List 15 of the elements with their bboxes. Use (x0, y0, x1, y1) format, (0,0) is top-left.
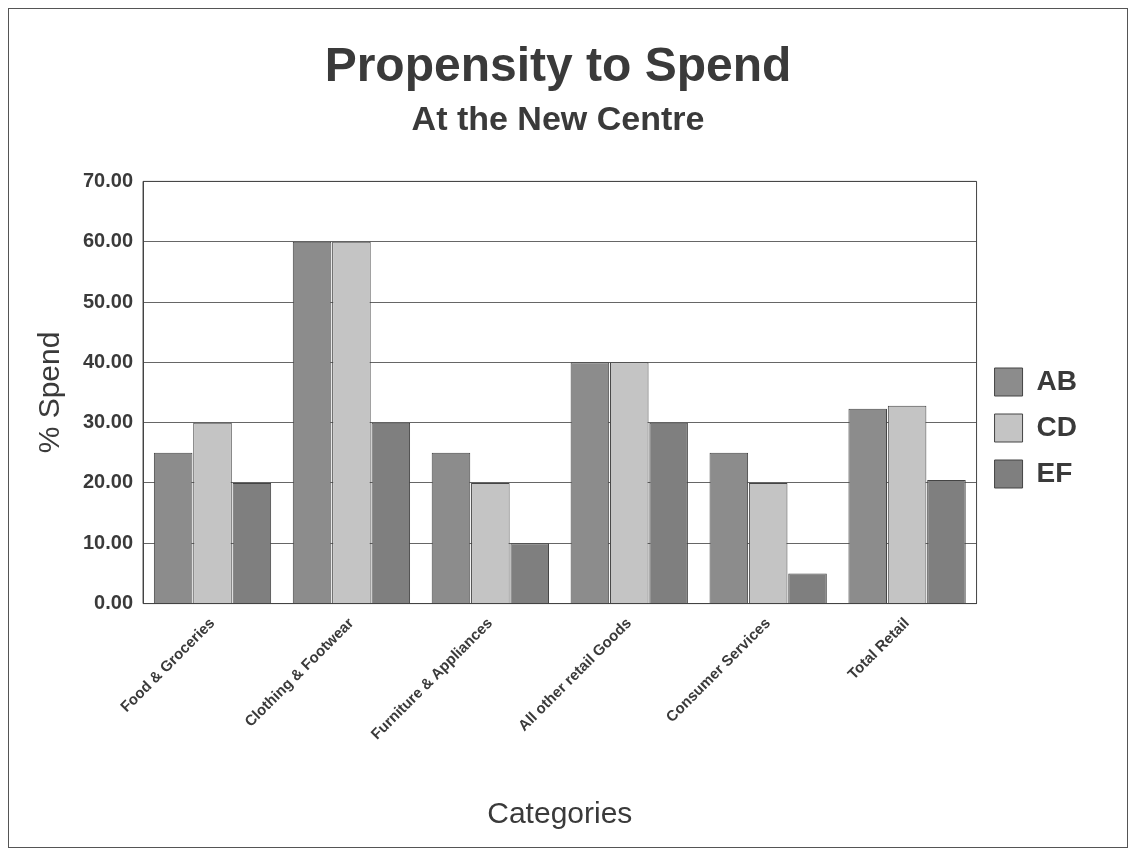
y-tick-label: 50.00 (82, 289, 134, 312)
chart-title: Propensity to Spend (324, 38, 792, 92)
legend-label: EF (1036, 456, 1073, 488)
y-tick-label: 70.00 (82, 168, 134, 191)
y-tick-label: 20.00 (82, 470, 134, 493)
x-axis-title: Categories (487, 796, 633, 830)
y-tick-label: 30.00 (82, 410, 134, 433)
y-tick-label: 60.00 (82, 229, 134, 252)
y-axis-title: % Spend (32, 331, 66, 454)
y-tick-label: 40.00 (82, 349, 134, 372)
chart-subtitle: At the New Centre (411, 99, 705, 138)
y-tick-label: 10.00 (82, 530, 134, 553)
legend-label: CD (1036, 410, 1078, 442)
legend-label: AB (1036, 364, 1078, 396)
y-tick-label: 0.00 (94, 591, 134, 614)
